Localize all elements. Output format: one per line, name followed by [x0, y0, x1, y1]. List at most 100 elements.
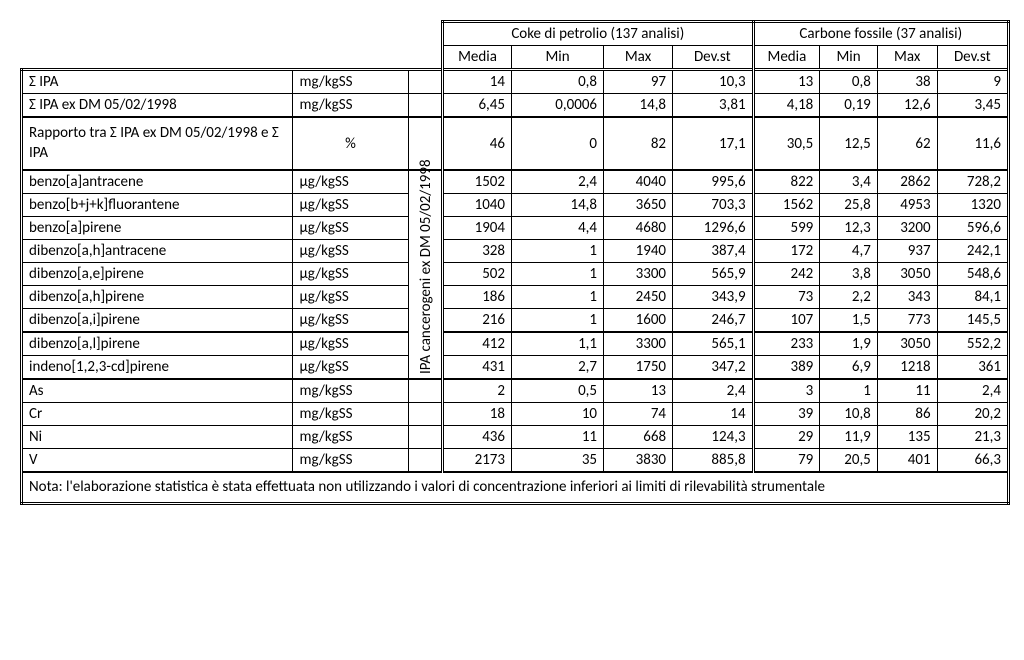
val: 84,1	[937, 286, 1008, 309]
val: 10,8	[820, 403, 878, 426]
h-devst-a: Dev.st	[673, 46, 754, 70]
header-group1: Coke di petrolio (137 analisi)	[443, 22, 754, 46]
val: 86	[877, 403, 937, 426]
val: 1600	[604, 309, 673, 333]
val: 20,5	[820, 449, 878, 473]
val: 3,45	[937, 94, 1008, 118]
val: 1320	[937, 194, 1008, 217]
val: 502	[443, 263, 512, 286]
val: 2,4	[673, 379, 754, 403]
val: 703,3	[673, 194, 754, 217]
val: 1	[820, 379, 878, 403]
val: 21,3	[937, 426, 1008, 449]
table-row: indeno[1,2,3-cd]pirene µg/kgSS 4312,7175…	[22, 356, 1009, 380]
val: 1940	[604, 240, 673, 263]
val: 124,3	[673, 426, 754, 449]
param-unit: µg/kgSS	[293, 309, 408, 333]
val: 242,1	[937, 240, 1008, 263]
param-unit: mg/kgSS	[293, 426, 408, 449]
param-unit: %	[293, 117, 408, 170]
val: 233	[753, 332, 820, 356]
val: 937	[877, 240, 937, 263]
val: 596,6	[937, 217, 1008, 240]
param-unit: mg/kgSS	[293, 403, 408, 426]
param-unit: µg/kgSS	[293, 217, 408, 240]
param-name: dibenzo[a,h]pirene	[22, 286, 293, 309]
val: 1	[512, 263, 604, 286]
h-media-a: Media	[443, 46, 512, 70]
blank-header	[22, 22, 443, 46]
val: 1218	[877, 356, 937, 380]
val: 1,9	[820, 332, 878, 356]
val: 246,7	[673, 309, 754, 333]
val: 3,8	[820, 263, 878, 286]
param-unit: mg/kgSS	[293, 94, 408, 118]
val: 242	[753, 263, 820, 286]
h-min-a: Min	[512, 46, 604, 70]
val: 4040	[604, 170, 673, 194]
blank-cell	[408, 426, 443, 449]
val: 436	[443, 426, 512, 449]
val: 74	[604, 403, 673, 426]
val: 3300	[604, 332, 673, 356]
blank-cell	[408, 403, 443, 426]
param-unit: µg/kgSS	[293, 240, 408, 263]
param-name: Σ IPA	[22, 70, 293, 94]
table-row: benzo[a]antracene µg/kgSS IPA cancerogen…	[22, 170, 1009, 194]
val: 0,0006	[512, 94, 604, 118]
param-unit: µg/kgSS	[293, 286, 408, 309]
val: 2173	[443, 449, 512, 473]
param-name: dibenzo[a,l]pirene	[22, 332, 293, 356]
blank-header2	[22, 46, 443, 70]
val: 548,6	[937, 263, 1008, 286]
val: 565,1	[673, 332, 754, 356]
val: 216	[443, 309, 512, 333]
table-row: dibenzo[a,i]pirene µg/kgSS 21611600246,7…	[22, 309, 1009, 333]
val: 73	[753, 286, 820, 309]
val: 552,2	[937, 332, 1008, 356]
val: 343,9	[673, 286, 754, 309]
val: 62	[877, 117, 937, 170]
param-name: dibenzo[a,i]pirene	[22, 309, 293, 333]
param-name: benzo[a]pirene	[22, 217, 293, 240]
val: 6,9	[820, 356, 878, 380]
param-name: dibenzo[a,e]pirene	[22, 263, 293, 286]
val: 2,4	[937, 379, 1008, 403]
table-row: V mg/kgSS 2173353830885,8 7920,540166,3	[22, 449, 1009, 473]
val: 328	[443, 240, 512, 263]
val: 599	[753, 217, 820, 240]
table-row: Ni mg/kgSS 43611668124,3 2911,913521,3	[22, 426, 1009, 449]
param-name: V	[22, 449, 293, 473]
val: 1	[512, 240, 604, 263]
param-name: As	[22, 379, 293, 403]
val: 79	[753, 449, 820, 473]
val: 1750	[604, 356, 673, 380]
blank-cell	[408, 449, 443, 473]
val: 1	[512, 309, 604, 333]
val: 3050	[877, 263, 937, 286]
val: 17,1	[673, 117, 754, 170]
val: 773	[877, 309, 937, 333]
val: 2,2	[820, 286, 878, 309]
val: 4680	[604, 217, 673, 240]
param-unit: µg/kgSS	[293, 356, 408, 380]
table-row: Σ IPA mg/kgSS 14 0,8 97 10,3 13 0,8 38 9	[22, 70, 1009, 94]
header-row-stats: Media Min Max Dev.st Media Min Max Dev.s…	[22, 46, 1009, 70]
val: 46	[443, 117, 512, 170]
val: 11	[512, 426, 604, 449]
val: 431	[443, 356, 512, 380]
val: 3,81	[673, 94, 754, 118]
h-max-b: Max	[877, 46, 937, 70]
h-media-b: Media	[753, 46, 820, 70]
val: 12,6	[877, 94, 937, 118]
val: 412	[443, 332, 512, 356]
val: 0,8	[512, 70, 604, 94]
val: 387,4	[673, 240, 754, 263]
val: 30,5	[753, 117, 820, 170]
val: 0,8	[820, 70, 878, 94]
val: 1502	[443, 170, 512, 194]
val: 4953	[877, 194, 937, 217]
val: 2450	[604, 286, 673, 309]
val: 3650	[604, 194, 673, 217]
val: 11	[877, 379, 937, 403]
